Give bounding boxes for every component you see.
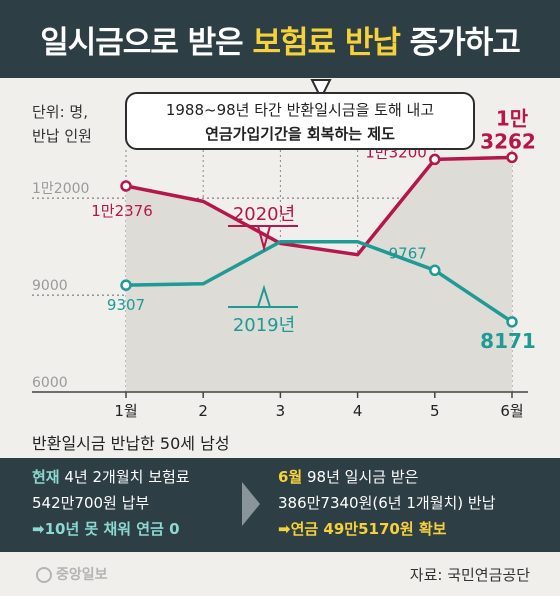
line-chart: 1만2000 9000 6000 1월 2 3 4 5 6월 2020년 2019년 1만237…: [32, 79, 536, 420]
panel-left-line3: ➡10년 못 채워 연금 0: [32, 520, 180, 538]
unit-label-line1: 단위: 명,: [32, 103, 88, 121]
series-line: [125, 240, 513, 324]
panel-right: 6월 98년 일시금 받은 386만7340원(6년 1개월치) 반납 ➡연금 …: [278, 464, 496, 542]
source-note: 자료: 국민연금공단: [409, 566, 530, 584]
series-labels: 2020년 2019년: [228, 204, 298, 336]
header-banner: 일시금으로 받은 보험료 반납 증가하고: [0, 0, 560, 78]
series-group: [120, 151, 518, 328]
point-label: 9767: [389, 244, 427, 262]
logo: 중앙일보: [36, 564, 108, 584]
callout-pointer: [310, 79, 332, 101]
data-point: [429, 264, 441, 277]
point-label: 1만: [496, 106, 529, 130]
x-tick-label: 2: [198, 402, 208, 420]
data-point: [120, 279, 132, 291]
label-bracket-2019: [228, 284, 298, 308]
unit-label: 단위: 명, 반납 인원: [32, 100, 92, 148]
panel-left-label: 현재: [32, 468, 60, 486]
y-tick-label: 9000: [32, 278, 68, 294]
callout-box: 1988~98년 타간 반환일시금을 토해 내고 연금가입기간을 회복하는 제도: [125, 92, 475, 150]
subtitle: 반환일시금 반납한 50세 남성: [32, 434, 230, 453]
point-label: 1만2376: [91, 202, 153, 220]
panel-right-label: 6월: [278, 468, 303, 486]
x-tick-label: 5: [430, 402, 440, 420]
x-tick-label: 3: [276, 402, 286, 420]
unit-label-line2: 반납 인원: [32, 127, 92, 145]
x-tick-label: 4: [353, 402, 363, 420]
shaded-area: [126, 157, 512, 392]
x-tick-label: 6월: [500, 402, 523, 420]
data-point: [120, 180, 132, 192]
point-label: 8171: [480, 329, 536, 353]
y-tick-label: 1만2000: [32, 181, 89, 197]
logo-text: 중앙일보: [56, 567, 108, 583]
y-tick-label: 6000: [32, 375, 68, 391]
panel-left: 현재 4년 2개월치 보험료 542만700원 납부 ➡10년 못 채워 연금 …: [32, 464, 190, 542]
title-pre: 일시금으로 받은: [40, 25, 253, 61]
data-point: [506, 316, 518, 328]
data-point: [429, 153, 441, 166]
page-title: 일시금으로 받은 보험료 반납 증가하고: [0, 17, 560, 62]
label-bracket-2020: [228, 225, 298, 252]
comparison-panel: 현재 4년 2개월치 보험료 542만700원 납부 ➡10년 못 채워 연금 …: [0, 458, 560, 552]
series-label-2019: 2019년: [233, 315, 295, 336]
callout-line2: 연금가입기간을 회복하는 제도: [205, 125, 395, 143]
shaded-region: [126, 157, 512, 392]
panel-right-line1: 98년 일시금 받은: [302, 468, 419, 486]
point-label: 3262: [480, 129, 536, 153]
x-axis: 1월 2 3 4 5 6월: [32, 391, 528, 420]
panel-right-line3: ➡연금 49만5170원 확보: [278, 520, 447, 538]
data-point: [506, 151, 518, 164]
x-tick-label: 1월: [114, 402, 137, 420]
arrow-icon: [242, 482, 260, 526]
series-label-2020: 2020년: [233, 204, 295, 225]
logo-icon: [36, 567, 52, 583]
panel-left-line2: 542만700원 납부: [32, 494, 150, 512]
panel-left-line1: 4년 2개월치 보험료: [59, 468, 190, 486]
panel-right-line2: 386만7340원(6년 1개월치) 반납: [278, 494, 496, 512]
point-label: 9307: [107, 296, 145, 314]
title-highlight: 보험료 반납: [252, 25, 400, 61]
callout-line1: 1988~98년 타간 반환일시금을 토해 내고: [165, 101, 435, 119]
title-post: 증가하고: [399, 25, 521, 61]
series-line: [125, 155, 513, 257]
